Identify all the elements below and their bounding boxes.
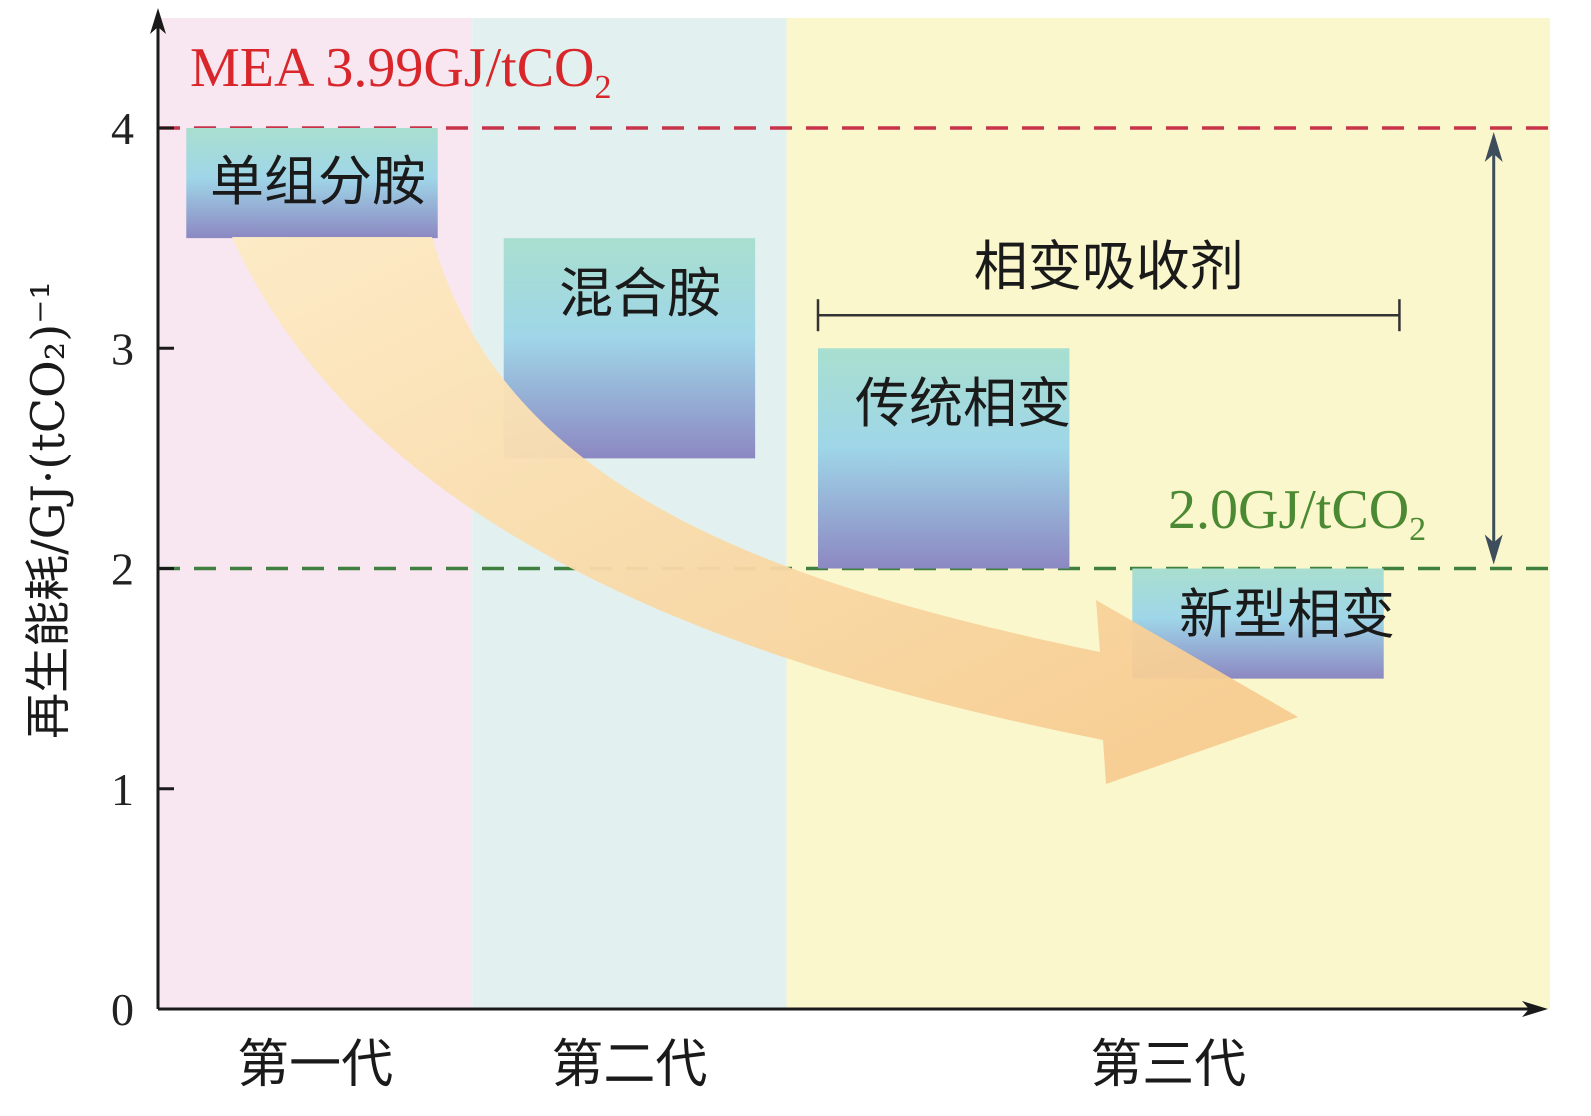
double-arrow-head-bottom bbox=[1484, 534, 1503, 565]
bar-label-3: 传统相变 bbox=[855, 372, 1071, 435]
bars bbox=[186, 128, 1384, 679]
reference-label-main: 2.0GJ/tCO bbox=[1168, 479, 1409, 541]
trend-arrow-shape bbox=[232, 237, 1298, 784]
y-tick-label-0: 0 bbox=[111, 984, 134, 1035]
bracket-label: 相变吸收剂 bbox=[974, 235, 1244, 298]
bar-label-4: 新型相变 bbox=[1179, 583, 1395, 646]
y-axis-label: 再生能耗/GJ·(tCO₂)⁻¹ bbox=[21, 281, 75, 739]
period-label-2: 第二代 bbox=[551, 1035, 707, 1095]
double-arrow-head-top bbox=[1484, 132, 1503, 162]
reference-label-subscript: 2 bbox=[1409, 511, 1426, 548]
y-tick-label-4: 4 bbox=[111, 103, 134, 154]
bar-label-2: 混合胺 bbox=[559, 262, 721, 325]
reference-line-label-1: MEA 3.99GJ/tCO2 bbox=[190, 37, 612, 106]
reference-line-label-2: 2.0GJ/tCO2 bbox=[1168, 479, 1426, 548]
bar-label-1: 单组分胺 bbox=[210, 150, 426, 213]
axes: 第一代 第二代 第三代 0 1 2 3 4 再生能耗/GJ·(tCO₂)⁻¹ bbox=[21, 8, 1548, 1095]
period-label-3: 第三代 bbox=[1090, 1035, 1246, 1095]
y-tick-label-1: 1 bbox=[111, 764, 134, 815]
y-tick-label-3: 3 bbox=[111, 323, 134, 374]
bar-3 bbox=[818, 348, 1070, 569]
x-axis-arrow bbox=[1522, 1001, 1548, 1017]
bar-2 bbox=[503, 238, 756, 459]
bar-1 bbox=[186, 128, 438, 239]
y-axis-arrow bbox=[150, 8, 166, 34]
trend-arrow bbox=[232, 237, 1298, 784]
reference-label-main: MEA 3.99GJ/tCO bbox=[190, 37, 595, 99]
period-label-1: 第一代 bbox=[237, 1035, 393, 1095]
y-tick-label-2: 2 bbox=[111, 544, 134, 595]
reference-label-subscript: 2 bbox=[595, 69, 612, 106]
